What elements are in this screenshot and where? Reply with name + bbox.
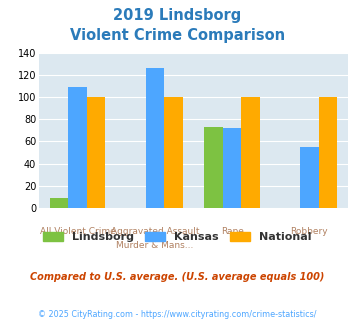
Legend: Lindsborg, Kansas, National: Lindsborg, Kansas, National (39, 228, 316, 247)
Bar (164, 97, 183, 208)
Text: 2019 Lindsborg: 2019 Lindsborg (113, 8, 242, 23)
Bar (87, 97, 105, 208)
Bar (69, 87, 87, 208)
Text: Violent Crime Comparison: Violent Crime Comparison (70, 28, 285, 43)
Text: Murder & Mans...: Murder & Mans... (116, 241, 193, 250)
Bar (318, 97, 337, 208)
Bar (50, 198, 69, 208)
Bar (223, 128, 241, 208)
Bar (300, 147, 318, 208)
Text: Rape: Rape (221, 227, 244, 236)
Text: Robbery: Robbery (290, 227, 328, 236)
Bar (241, 97, 260, 208)
Text: All Violent Crime: All Violent Crime (40, 227, 115, 236)
Text: Compared to U.S. average. (U.S. average equals 100): Compared to U.S. average. (U.S. average … (30, 272, 325, 282)
Bar (204, 127, 223, 208)
Text: © 2025 CityRating.com - https://www.cityrating.com/crime-statistics/: © 2025 CityRating.com - https://www.city… (38, 310, 317, 319)
Text: Aggravated Assault: Aggravated Assault (111, 227, 199, 236)
Bar (146, 68, 164, 208)
